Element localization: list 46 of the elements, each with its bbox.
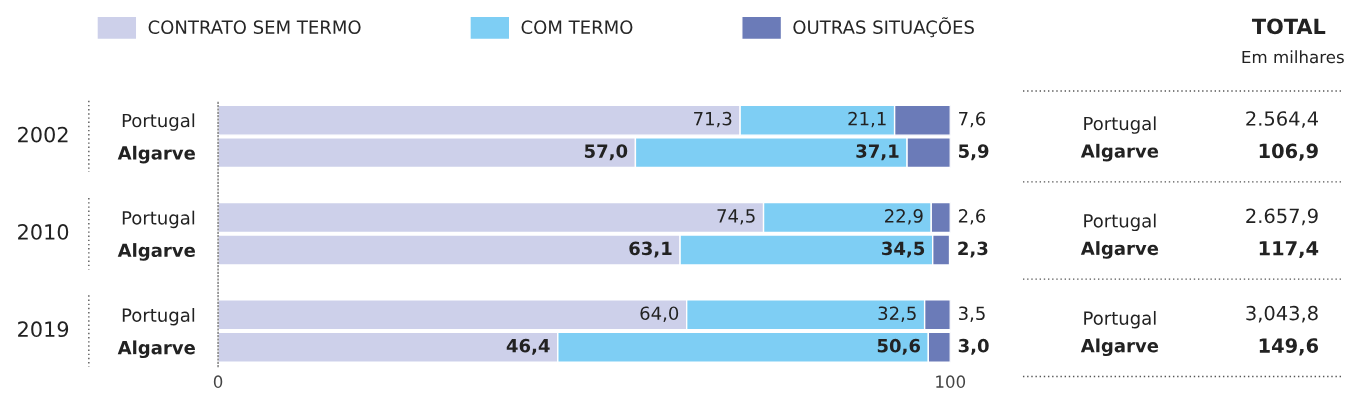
data-label: 2,6 — [958, 209, 986, 225]
text: 3,043,8 — [1246, 305, 1318, 323]
data-label: 5,9 — [958, 144, 989, 161]
y-tick-label: Portugal — [122, 307, 195, 326]
category-label: Portugal — [1084, 310, 1156, 329]
text: 2.657,9 — [1246, 208, 1318, 226]
data-label: 2,3 — [958, 241, 988, 258]
data-label: 7,6 — [959, 111, 986, 128]
category-label: Algarve — [1080, 143, 1159, 162]
text: 149,6 — [1259, 338, 1319, 356]
text: 2002 — [18, 126, 68, 143]
x-tick-label: 0 — [213, 375, 223, 388]
category-label: Portugal — [1084, 213, 1156, 232]
data-label: 50,6 — [877, 338, 921, 355]
legend-label: COM TERMO — [521, 20, 633, 35]
data-label: 63,1 — [629, 241, 672, 258]
y-tick-label: Algarve — [117, 243, 195, 261]
x-tick-label: 100 — [936, 375, 966, 388]
text: 117,4 — [1259, 241, 1319, 259]
data-label: 64,0 — [640, 306, 679, 322]
text: 2010 — [18, 224, 69, 240]
data-label: 3,5 — [958, 306, 985, 322]
y-tick-label: Portugal — [122, 113, 195, 131]
data-label: 22,9 — [885, 209, 923, 225]
data-label: 32,5 — [878, 306, 916, 322]
y-tick-label: Algarve — [117, 340, 195, 359]
category-label: Portugal — [1084, 116, 1156, 134]
y-tick-label: Algarve — [117, 145, 195, 164]
text: 2019 — [18, 321, 69, 338]
data-label: 46,4 — [506, 338, 550, 355]
text: 2.564,4 — [1246, 111, 1318, 128]
data-label: 3,0 — [958, 338, 989, 355]
data-label: 74,5 — [717, 209, 755, 225]
category-label: Algarve — [1080, 338, 1159, 357]
legend-label: CONTRATO SEM TERMO — [148, 20, 361, 35]
data-label: 34,5 — [882, 241, 925, 258]
legend-label: OUTRAS SITUAÇÕES — [793, 17, 974, 38]
y-tick-label: Portugal — [122, 210, 195, 229]
category-label: Algarve — [1080, 241, 1159, 259]
text: TOTAL — [1251, 18, 1326, 35]
text: 106,9 — [1259, 143, 1318, 161]
data-label: 71,3 — [694, 111, 732, 128]
text: Em milhares — [1242, 50, 1344, 64]
data-label: 21,1 — [848, 111, 886, 128]
data-label: 57,0 — [584, 144, 628, 161]
data-label: 37,1 — [856, 144, 899, 161]
